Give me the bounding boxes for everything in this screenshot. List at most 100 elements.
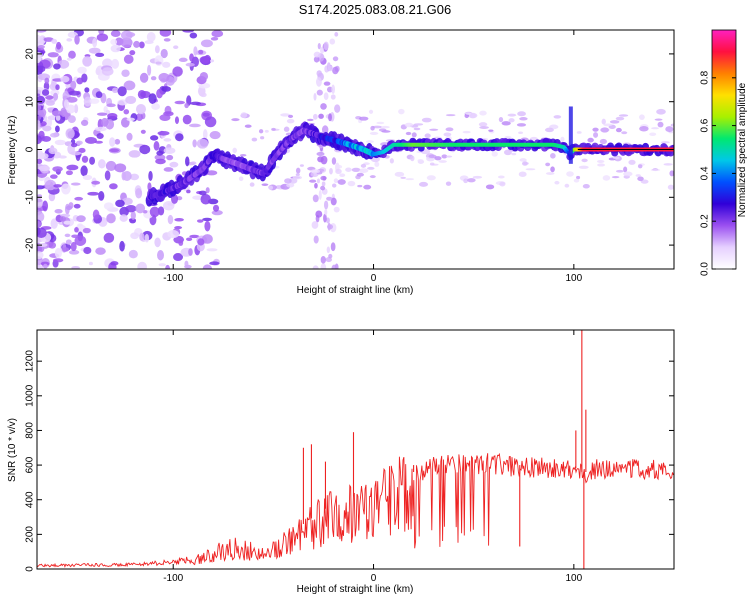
- noise-blob: [174, 100, 186, 105]
- noise-blob: [405, 178, 415, 181]
- noise-blob: [445, 155, 453, 158]
- noise-blob: [356, 172, 364, 177]
- noise-blob: [156, 88, 163, 99]
- noise-blob: [374, 161, 380, 167]
- colorbar-tick-label: 0.2: [700, 214, 711, 228]
- colorbar: 0.0 0.2 0.4 0.6 0.8 Normalized spectral ampl…: [700, 29, 748, 276]
- noise-blob: [60, 107, 67, 117]
- noise-blob: [37, 89, 42, 94]
- noise-blob: [107, 113, 118, 120]
- noise-blob: [71, 234, 79, 238]
- noise-blob: [244, 124, 252, 128]
- y-tick-label: 0: [25, 566, 36, 572]
- noise-blob: [331, 157, 337, 165]
- noise-blob: [615, 169, 624, 173]
- noise-blob: [650, 168, 661, 172]
- noise-blob: [70, 80, 77, 90]
- noise-blob: [206, 248, 218, 252]
- snr-panel: -100 0 100 0 200 400 600 800 1000 1200 Height of…: [7, 329, 675, 595]
- noise-blob: [426, 175, 436, 181]
- noise-blob: [635, 174, 641, 177]
- noise-blob: [360, 163, 367, 168]
- noise-blob: [264, 129, 269, 133]
- noise-blob: [334, 104, 341, 113]
- noise-blob: [564, 183, 570, 188]
- noise-blob: [45, 95, 54, 100]
- noise-blob: [317, 156, 324, 163]
- noise-blob: [139, 232, 145, 242]
- noise-blob: [49, 132, 59, 138]
- noise-blob: [328, 113, 332, 122]
- noise-blob: [197, 219, 204, 223]
- noise-blob: [313, 235, 319, 244]
- noise-blob: [55, 114, 61, 121]
- noise-blob: [413, 123, 424, 126]
- noise-blob: [519, 158, 527, 162]
- noise-blob: [479, 126, 489, 129]
- noise-blob: [114, 163, 127, 173]
- y-tick-label: 800: [25, 422, 36, 439]
- noise-blob: [54, 248, 62, 258]
- noise-blob: [582, 183, 590, 189]
- noise-blob: [61, 183, 71, 195]
- noise-blob: [162, 201, 175, 211]
- noise-blob: [77, 66, 87, 74]
- noise-blob: [199, 71, 209, 81]
- noise-blob: [52, 92, 59, 101]
- noise-blob: [83, 246, 92, 255]
- y-tick-label: 1200: [25, 350, 36, 373]
- noise-blob: [109, 183, 118, 190]
- noise-blob: [110, 39, 118, 46]
- noise-blob: [445, 181, 452, 186]
- noise-blob: [479, 110, 487, 116]
- noise-blob: [209, 261, 220, 266]
- noise-blob: [405, 131, 412, 136]
- noise-blob: [511, 152, 517, 156]
- noise-blob: [192, 139, 197, 148]
- noise-blob: [89, 156, 96, 165]
- noise-blob: [70, 142, 78, 148]
- noise-blob: [651, 127, 660, 130]
- noise-blob: [478, 122, 488, 127]
- noise-blob: [322, 176, 327, 181]
- noise-blob: [139, 72, 149, 83]
- noise-blob: [316, 89, 323, 96]
- noise-blob: [185, 156, 190, 167]
- spectrogram-heatmap: [37, 30, 674, 269]
- y-tick-label: 1000: [25, 384, 36, 407]
- noise-blob: [394, 171, 405, 177]
- noise-blob: [331, 264, 337, 269]
- noise-blob: [139, 144, 151, 155]
- noise-blob: [144, 233, 150, 243]
- noise-blob: [54, 209, 63, 214]
- noise-blob: [38, 165, 50, 172]
- colorbar-gradient: [711, 29, 737, 270]
- noise-blob: [657, 121, 664, 128]
- noise-blob: [73, 104, 79, 114]
- noise-blob: [311, 221, 319, 229]
- noise-blob: [148, 93, 157, 104]
- noise-blob: [51, 110, 63, 117]
- noise-blob: [66, 205, 73, 211]
- noise-blob: [186, 237, 193, 241]
- noise-blob: [258, 129, 264, 134]
- noise-blob: [70, 182, 81, 186]
- noise-blob: [369, 131, 379, 135]
- noise-blob: [73, 203, 81, 209]
- noise-blob: [175, 133, 184, 142]
- noise-blob: [58, 155, 67, 159]
- noise-blob: [312, 265, 319, 269]
- noise-blob: [309, 179, 317, 183]
- noise-blob: [205, 170, 218, 176]
- noise-blob: [74, 227, 79, 233]
- noise-blob: [593, 132, 599, 138]
- noise-blob: [130, 211, 136, 220]
- noise-blob: [45, 100, 55, 106]
- noise-blob: [370, 156, 380, 163]
- y-tick-label: 400: [25, 491, 36, 508]
- noise-blob: [117, 86, 127, 97]
- noise-blob: [65, 170, 73, 176]
- noise-blob: [37, 34, 41, 42]
- noise-blob: [166, 154, 174, 161]
